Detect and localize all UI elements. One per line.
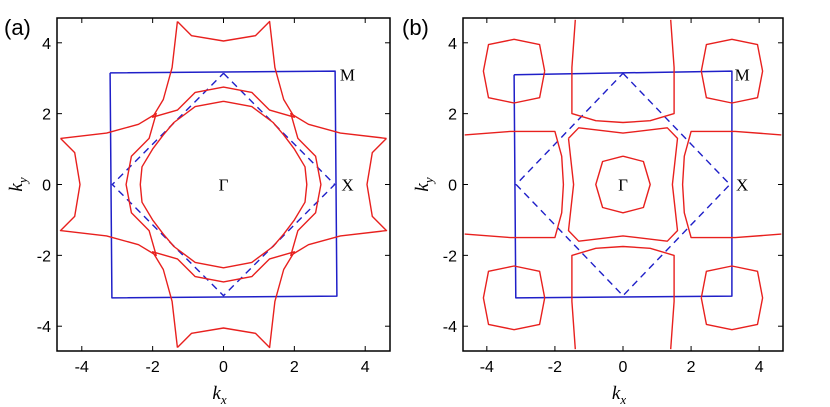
x-tick-label: 0 — [619, 359, 628, 376]
series-pocket-m-top-right — [700, 38, 764, 104]
series-pocket-m-top-left — [482, 38, 546, 104]
annotation-gamma: Γ — [219, 176, 229, 195]
y-tick-label: 0 — [448, 178, 457, 195]
annotation-m: M — [340, 66, 355, 85]
y-tick-label: 2 — [448, 107, 457, 124]
x-tick-label: -4 — [480, 359, 494, 376]
x-tick-label: 0 — [219, 359, 228, 376]
x-axis-label-subscript: x — [220, 392, 227, 407]
y-axis-label-subscript: y — [421, 177, 436, 185]
series-fermi-surface-right — [290, 112, 388, 257]
series-lobe-bottom — [571, 245, 675, 350]
series-lobe-left — [464, 130, 565, 239]
x-tick-label: -4 — [75, 359, 89, 376]
y-axis-label-main: k — [412, 183, 433, 192]
y-tick-label: -2 — [443, 248, 457, 265]
y-axis-label: ky — [6, 177, 30, 191]
x-tick-label: 2 — [687, 359, 696, 376]
series-lobe-top — [571, 19, 675, 124]
series-fermi-surface-bottom — [151, 251, 296, 349]
series-square-center — [567, 127, 679, 242]
series-brillouin-zone — [513, 70, 733, 299]
x-tick-label: 4 — [755, 359, 764, 376]
x-axis-label: kx — [212, 383, 226, 407]
series-lobe-right — [681, 130, 782, 239]
series-fermi-surface-center — [139, 100, 308, 269]
y-tick-label: -4 — [443, 319, 457, 336]
y-axis-label-main: k — [6, 183, 27, 192]
y-tick-label: -4 — [37, 319, 51, 336]
annotation-x: X — [341, 176, 353, 195]
series-folded-zone — [515, 72, 731, 297]
x-axis-label: kx — [612, 383, 626, 407]
y-tick-label: -2 — [37, 248, 51, 265]
y-tick-label: 4 — [448, 36, 457, 53]
annotation-gamma: Γ — [618, 176, 628, 195]
series-pocket-m-bottom-left — [482, 265, 546, 331]
y-tick-label: 2 — [42, 107, 51, 124]
panel-label: (a) — [4, 15, 31, 40]
x-tick-label: 4 — [361, 359, 370, 376]
annotation-m: M — [735, 66, 750, 85]
series-folded-zone — [111, 72, 336, 297]
x-tick-label: -2 — [548, 359, 562, 376]
x-axis-label-subscript: x — [619, 392, 626, 407]
series-fermi-surface-left — [59, 112, 157, 257]
annotation-x: X — [736, 176, 748, 195]
x-axis-label-main: k — [612, 383, 621, 404]
series-fermi-surface-top — [151, 20, 296, 118]
y-tick-label: 4 — [42, 36, 51, 53]
y-tick-label: 0 — [42, 178, 51, 195]
series-pocket-gamma — [595, 155, 651, 214]
x-axis-label-main: k — [212, 383, 221, 404]
y-axis-label: ky — [412, 177, 436, 191]
x-tick-label: 2 — [290, 359, 299, 376]
plot-area — [59, 20, 388, 349]
plot-area — [464, 19, 782, 350]
x-tick-label: -2 — [146, 359, 160, 376]
series-brillouin-zone — [109, 70, 338, 299]
y-axis-label-subscript: y — [15, 177, 30, 185]
panel-label: (b) — [402, 15, 429, 40]
series-pocket-m-bottom-right — [700, 265, 764, 331]
